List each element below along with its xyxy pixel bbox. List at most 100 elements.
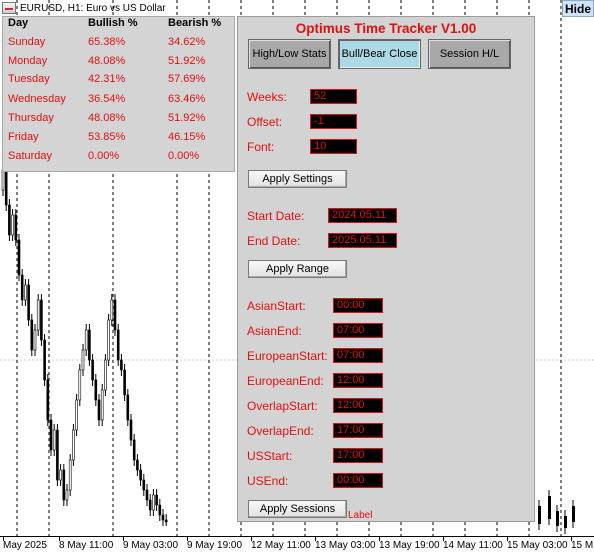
bullish-cell: 0.00% [88,150,120,162]
day-cell: Monday [8,55,48,67]
overlap-end-field[interactable]: 17:00 [333,423,383,438]
axis-tick-label: 8 May 11:00 [59,540,114,551]
day-cell: Saturday [8,150,53,162]
bearish-cell: 51.92% [168,112,206,124]
axis-tick [443,537,444,541]
bearish-cell: 34.62% [168,36,206,48]
axis-tick-label: 9 May 03:00 [123,540,179,551]
candle-body [152,494,155,511]
candle-body [40,299,43,341]
candle-body [155,494,158,506]
column-header-day: Day [8,17,29,29]
candle-body [136,459,139,471]
bullish-cell: 36.54% [88,93,126,105]
end-date-field[interactable]: 2025.05.11 [328,233,397,248]
us-end-label: USEnd: [247,474,289,488]
bearish-cell: 51.92% [168,55,206,67]
bearish-cell: 57.69% [168,73,206,85]
european-start-field[interactable]: 07:00 [333,348,383,363]
us-start-field[interactable]: 17:00 [333,448,383,463]
candle-body [20,274,24,301]
candle-body [43,339,46,381]
candle-body [59,469,62,481]
bullish-cell: 48.08% [88,112,126,124]
day-cell: Friday [8,131,39,143]
axis-tick [571,537,572,541]
day-cell: Tuesday [8,73,50,85]
tab-high-low-stats[interactable]: High/Low Stats [248,39,331,69]
candle-body [104,359,107,391]
candle-body [126,394,130,421]
apply-settings-button[interactable]: Apply Settings [248,170,347,188]
asian-start-field[interactable]: 00:00 [333,298,383,313]
chart-title-bar: EURUSD, H1: Euro vs US Dollar [2,1,166,15]
chart-symbol-icon [2,2,16,14]
candle-body [564,516,567,528]
hide-button[interactable]: Hide [562,0,594,17]
axis-tick-label: 13 May 03:00 [315,540,376,551]
candle-body [129,419,133,441]
table-header-row: Day Bullish % Bearish % [3,17,236,33]
font-size-field[interactable]: 10 [310,139,357,154]
day-cell: Wednesday [8,93,66,105]
asian-end-field[interactable]: 07:00 [333,323,383,338]
candle-body [158,504,162,516]
start-date-field[interactable]: 2024.05.11 [328,208,397,223]
candle-body [27,284,30,321]
candle-body [4,169,8,206]
candle-body [91,359,94,381]
offset-field[interactable]: -1 [310,114,357,129]
bearish-cell: 46.15% [168,131,206,143]
candle-body [145,489,149,501]
table-row: Monday 48.08% 51.92% [3,55,236,71]
axis-tick [59,537,60,541]
bearish-cell: 0.00% [168,150,200,162]
tab-bull-bear-close[interactable]: Bull/Bear Close [338,39,421,69]
day-cell: Sunday [8,36,46,48]
candle-body [84,329,88,351]
us-end-field[interactable]: 00:00 [333,473,383,488]
bullish-cell: 48.08% [88,55,126,67]
axis-tick [187,537,188,541]
weeks-field[interactable]: 52 [310,89,357,104]
candle-body [33,329,37,351]
tab-session-hl[interactable]: Session H/L [428,39,511,69]
footer-label: Label [348,510,373,521]
apply-sessions-button[interactable]: Apply Sessions [248,500,347,518]
apply-range-button[interactable]: Apply Range [248,260,347,278]
european-end-field[interactable]: 12:00 [333,373,383,388]
axis-tick-label: 9 May 19:00 [187,540,243,551]
candle-body [56,429,59,481]
candle-body [107,319,110,361]
overlap-start-field[interactable]: 12:00 [333,398,383,413]
axis-tick [3,537,4,541]
candle-body [62,469,66,501]
candle-body [164,519,168,523]
candle-body [556,511,559,526]
european-end-label: EuropeanEnd: [247,374,324,388]
candle-body [132,439,136,461]
time-axis: May 2025 8 May 11:00 9 May 03:00 9 May 1… [0,536,594,554]
candle-body [14,214,18,241]
panel-title: Optimus Time Tracker V1.00 [295,21,477,36]
offset-label: Offset: [247,115,283,129]
candle-body [100,389,104,421]
end-date-label: End Date: [247,234,301,248]
candle-body [538,506,541,524]
candle-body [49,419,53,451]
candle-body [36,299,40,331]
candle-body [97,399,101,421]
table-row: Friday 53.85% 46.15% [3,131,236,147]
time-tracker-panel: Optimus Time Tracker V1.00 High/Low Stat… [237,16,535,522]
table-row: Wednesday 36.54% 63.46% [3,93,236,109]
overlap-end-label: OverlapEnd: [247,424,314,438]
candle-body [24,284,27,301]
axis-tick-label: 13 May 19:00 [379,540,440,551]
column-header-bearish: Bearish % [168,17,222,29]
bullish-cell: 65.38% [88,36,126,48]
candle-body [113,299,117,331]
axis-tick-label: 14 May 11:00 [443,540,503,551]
table-row: Thursday 48.08% 51.92% [3,112,236,128]
candle-body [116,329,120,361]
axis-tick [123,537,124,541]
